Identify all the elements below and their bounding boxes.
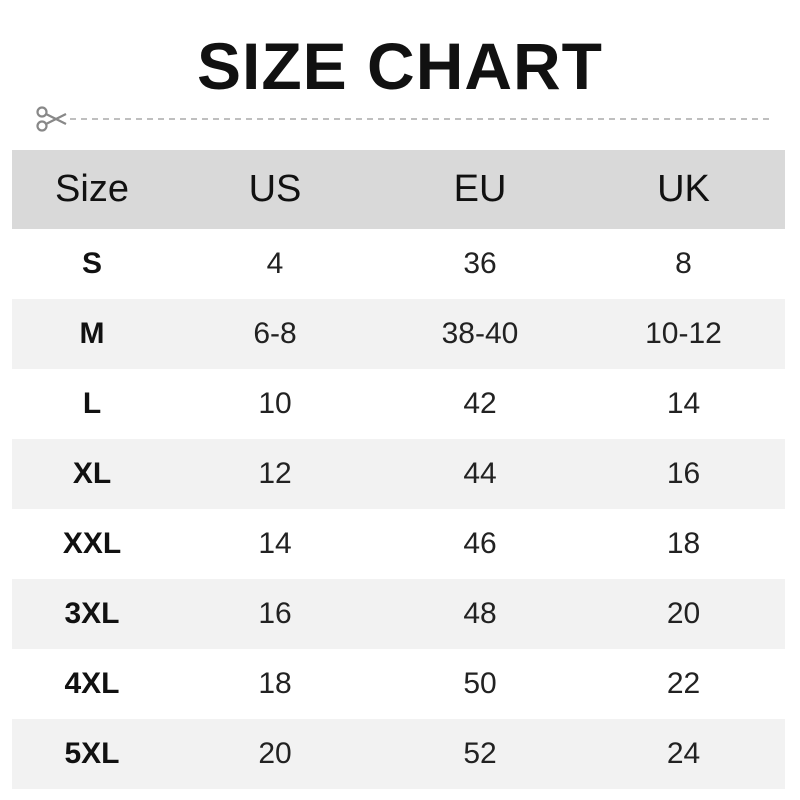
table-row: M 6-8 38-40 10-12: [12, 299, 785, 369]
header-uk: UK: [657, 168, 710, 210]
cell-size: 3XL: [64, 597, 120, 630]
cell-us: 14: [258, 527, 292, 560]
page-title: SIZE CHART: [197, 29, 603, 103]
header-eu: EU: [453, 168, 507, 210]
cell-eu: 48: [463, 597, 497, 630]
header-us: US: [248, 168, 302, 210]
cell-uk: 8: [675, 247, 692, 280]
cell-us: 12: [258, 457, 292, 490]
cell-us: 6-8: [253, 317, 297, 350]
header-size: Size: [55, 168, 129, 210]
cell-uk: 20: [666, 597, 701, 630]
cell-size: XXL: [62, 527, 122, 560]
cell-eu: 42: [463, 387, 497, 420]
cell-eu: 52: [463, 737, 497, 770]
cell-size: L: [82, 387, 102, 420]
cell-uk: 14: [666, 387, 701, 420]
cell-us: 16: [258, 597, 292, 630]
cell-eu: 44: [463, 457, 497, 490]
cell-uk: 10-12: [645, 317, 722, 350]
cell-size: 4XL: [64, 667, 120, 700]
cell-uk: 22: [666, 667, 701, 700]
cell-eu: 50: [463, 667, 497, 700]
table-row: 5XL 20 52 24: [12, 719, 785, 789]
table-row: XL 12 44 16: [12, 439, 785, 509]
cell-size: XL: [72, 457, 112, 490]
cut-line: [36, 106, 769, 132]
cell-size: S: [81, 247, 102, 280]
cell-us: 4: [266, 247, 284, 280]
cell-uk: 18: [666, 527, 701, 560]
table-row: 3XL 16 48 20: [12, 579, 785, 649]
size-table: Size US EU UK S 4 36 8 M 6-8 38-40 10-12 L 10 42 14…: [12, 150, 785, 789]
cell-size: M: [79, 317, 105, 350]
scissors-icon: [36, 106, 67, 132]
cell-us: 10: [258, 387, 292, 420]
table-row: S 4 36 8: [12, 229, 785, 299]
cell-us: 20: [258, 737, 292, 770]
cell-eu: 36: [463, 247, 497, 280]
table-row: XXL 14 46 18: [12, 509, 785, 579]
cell-uk: 24: [666, 737, 701, 770]
cell-eu: 46: [463, 527, 497, 560]
table-header: Size US EU UK: [12, 150, 785, 229]
cell-us: 18: [258, 667, 292, 700]
table-row: L 10 42 14: [12, 369, 785, 439]
cell-eu: 38-40: [441, 317, 519, 350]
cell-size: 5XL: [64, 737, 120, 770]
table-row: 4XL 18 50 22: [12, 649, 785, 719]
cell-uk: 16: [666, 457, 701, 490]
